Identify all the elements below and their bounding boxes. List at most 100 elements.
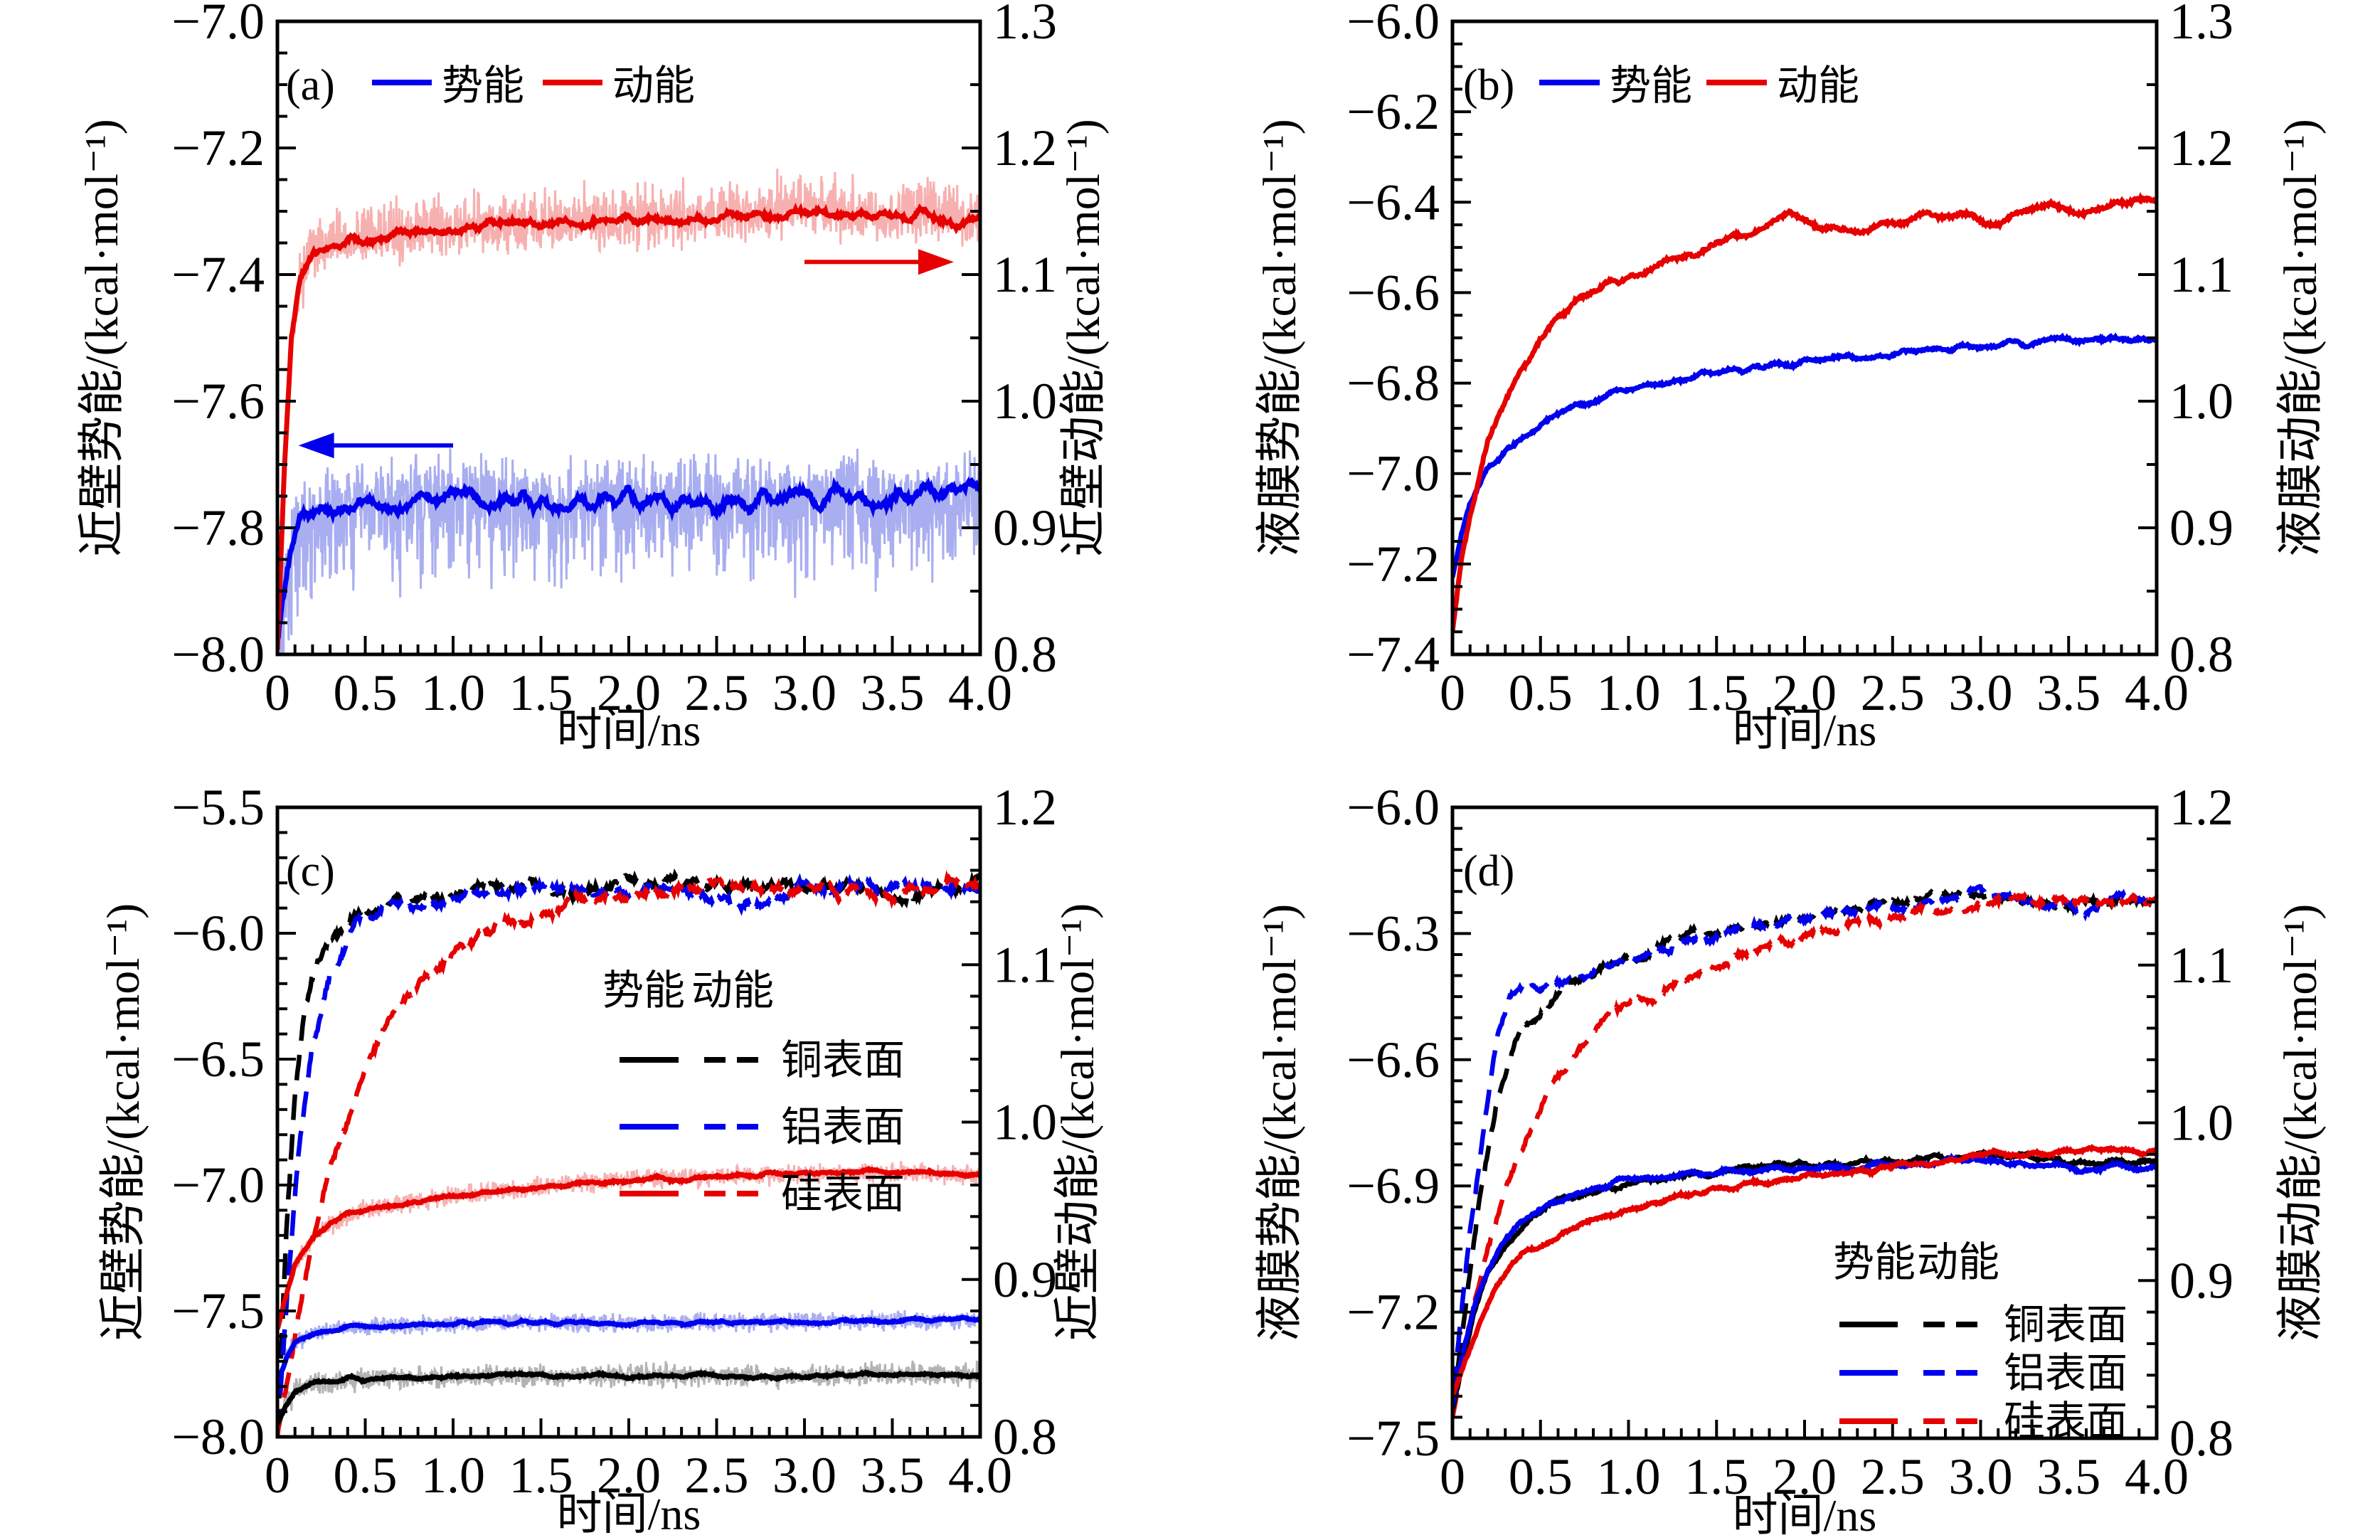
legend-header: 势能 <box>1833 1239 1916 1285</box>
tick-label: 2.5 <box>1861 1448 1925 1505</box>
series-硅表面 势能 <box>1452 1144 2157 1398</box>
tick-label: 0 <box>1440 1448 1465 1505</box>
tick-label: 1.1 <box>2169 246 2233 303</box>
tick-label: −7.8 <box>171 499 265 556</box>
tick-label: 4.0 <box>2125 1448 2189 1505</box>
tick-label: 3.5 <box>861 1447 925 1504</box>
tick-label: 1.0 <box>2169 1095 2233 1152</box>
panel-a: 0 0.5 1.0 1.5 2.0 2.5 3.0 3.5 4.0 −7.0 −7.2 −7.4 −7.… <box>0 0 1190 770</box>
axis-titles-a: 近壁势能/(kcal·mol⁻¹) 近壁动能/(kcal·mol⁻¹) 时间/ns <box>76 119 1110 755</box>
tick-label: 2.0 <box>597 664 661 721</box>
legend-header: 动能 <box>691 967 774 1014</box>
panel-letter: (d) <box>1463 847 1514 896</box>
tick-label: −6.2 <box>1346 83 1440 140</box>
kinetic-curves-c <box>277 868 980 1437</box>
tick-label: −8.0 <box>171 1408 265 1465</box>
axes-a <box>275 19 982 657</box>
tick-label: 4.0 <box>948 1447 1012 1504</box>
x-axis-title: 时间/ns <box>557 1489 701 1539</box>
tick-label: 3.5 <box>2036 1448 2100 1505</box>
chart-c: 0 0.5 1.0 1.5 2.0 2.5 3.0 3.5 4.0 −5.5 −6.0 −6.5 −7.… <box>97 779 1104 1539</box>
legend-label: 硅表面 <box>2004 1398 2127 1445</box>
tick-label: 0 <box>265 1447 290 1504</box>
tick-label: −6.0 <box>1346 779 1440 836</box>
right-axis-title: 近壁动能/(kcal·mol⁻¹) <box>1052 903 1104 1342</box>
tick-label: −7.4 <box>171 246 265 303</box>
chart-d: 0 0.5 1.0 1.5 2.0 2.5 3.0 3.5 4.0 −6.0 −6.3 −6.6 −6.… <box>1254 779 2327 1540</box>
tick-label: 1.1 <box>993 246 1057 303</box>
legend-header: 势能 <box>602 967 685 1014</box>
legend-label: 铝表面 <box>2004 1350 2127 1396</box>
chart-b: 0 0.5 1.0 1.5 2.0 2.5 3.0 3.5 4.0 −6.0 −6.2 −6.4 −6.… <box>1254 0 2327 755</box>
kinetic-curves-d <box>1452 883 2157 1418</box>
axes-c <box>275 805 982 1439</box>
tick-label: 0.8 <box>993 626 1057 683</box>
noise-bands-a <box>277 169 980 654</box>
tick-label: 1.0 <box>1597 1448 1661 1505</box>
x-axis-title: 时间/ns <box>1733 705 1877 755</box>
left-axis-title: 近壁势能/(kcal·mol⁻¹) <box>97 903 149 1342</box>
tick-label: 2.0 <box>1773 664 1837 721</box>
tick-label: 1.5 <box>509 1447 573 1504</box>
tick-label: 1.3 <box>2169 0 2233 50</box>
tick-label: 0.9 <box>993 1251 1057 1308</box>
tick-label: −8.0 <box>171 626 265 683</box>
tick-label: 3.0 <box>1949 1448 2013 1505</box>
legend-label: 动能 <box>612 63 695 109</box>
series-铝表面 势能 <box>277 1315 980 1385</box>
left-axis-title: 近壁势能/(kcal·mol⁻¹) <box>76 119 128 557</box>
series-铝表面 动能 <box>277 871 980 1435</box>
legend-label: 势能 <box>442 63 524 109</box>
series-动能 <box>277 202 980 650</box>
tick-label: −6.0 <box>171 905 265 962</box>
panel-c: 0 0.5 1.0 1.5 2.0 2.5 3.0 3.5 4.0 −5.5 −6.0 −6.5 −7.… <box>0 770 1190 1540</box>
tick-label: 0.5 <box>334 1447 398 1504</box>
series-硅表面 动能 <box>1452 890 2157 1418</box>
tick-label: 0.5 <box>334 664 398 721</box>
tick-label: 2.5 <box>685 1447 749 1504</box>
tick-label: 1.0 <box>421 664 485 721</box>
tick-label: 1.2 <box>993 120 1057 176</box>
panel-letter: (a) <box>286 61 335 110</box>
tick-label: 3.0 <box>772 1447 836 1504</box>
tick-labels-b: 0 0.5 1.0 1.5 2.0 2.5 3.0 3.5 4.0 −6.0 −6.2 −6.4 −6.… <box>1346 0 2233 721</box>
series-铜表面 势能 <box>277 1369 980 1425</box>
right-axis-title: 液膜动能/(kcal·mol⁻¹) <box>2275 119 2327 557</box>
tick-label: 0.9 <box>2169 1252 2233 1309</box>
tick-label: 4.0 <box>948 664 1012 721</box>
tick-label: 1.3 <box>993 0 1057 50</box>
tick-label: 3.5 <box>861 664 925 721</box>
band-铜表面 势能 <box>277 1360 980 1432</box>
left-axis-title: 液膜势能/(kcal·mol⁻¹) <box>1254 904 1306 1342</box>
series-铝表面 动能 <box>1452 883 2157 1393</box>
axis-titles-d: 液膜势能/(kcal·mol⁻¹) 液膜动能/(kcal·mol⁻¹) 时间/ns <box>1254 904 2327 1540</box>
tick-labels-d: 0 0.5 1.0 1.5 2.0 2.5 3.0 3.5 4.0 −6.0 −6.3 −6.6 −6.… <box>1346 779 2233 1505</box>
tick-label: 0 <box>1440 664 1465 721</box>
legend-label: 铜表面 <box>2004 1302 2127 1348</box>
tick-label: −6.5 <box>171 1031 265 1088</box>
x-axis-title: 时间/ns <box>1733 1490 1877 1540</box>
legend-label: 势能 <box>1610 63 1692 109</box>
tick-label: −7.2 <box>171 120 265 176</box>
legend-b: 势能 动能 <box>1539 63 1859 109</box>
tick-label: −6.6 <box>1346 264 1440 321</box>
tick-label: −6.8 <box>1346 355 1440 412</box>
tick-label: −6.6 <box>1346 1031 1440 1088</box>
tick-label: −7.5 <box>171 1283 265 1339</box>
tick-label: −7.0 <box>171 0 265 50</box>
panel-d: 0 0.5 1.0 1.5 2.0 2.5 3.0 3.5 4.0 −6.0 −6.3 −6.6 −6.… <box>1190 770 2380 1540</box>
tick-label: −7.2 <box>1346 1284 1440 1341</box>
tick-label: −6.4 <box>1346 174 1440 230</box>
tick-labels-c: 0 0.5 1.0 1.5 2.0 2.5 3.0 3.5 4.0 −5.5 −6.0 −6.5 −7.… <box>171 779 1057 1504</box>
legend-label: 硅表面 <box>781 1171 905 1217</box>
tick-label: 1.0 <box>993 1094 1057 1151</box>
tick-label: 2.0 <box>597 1447 661 1504</box>
tick-label: 0 <box>265 664 290 721</box>
tick-label: 0.9 <box>2169 499 2233 556</box>
tick-label: 1.1 <box>2169 937 2233 994</box>
tick-label: −6.0 <box>1346 0 1440 50</box>
axes-b <box>1450 19 2159 657</box>
series-动能 <box>1452 191 2157 632</box>
